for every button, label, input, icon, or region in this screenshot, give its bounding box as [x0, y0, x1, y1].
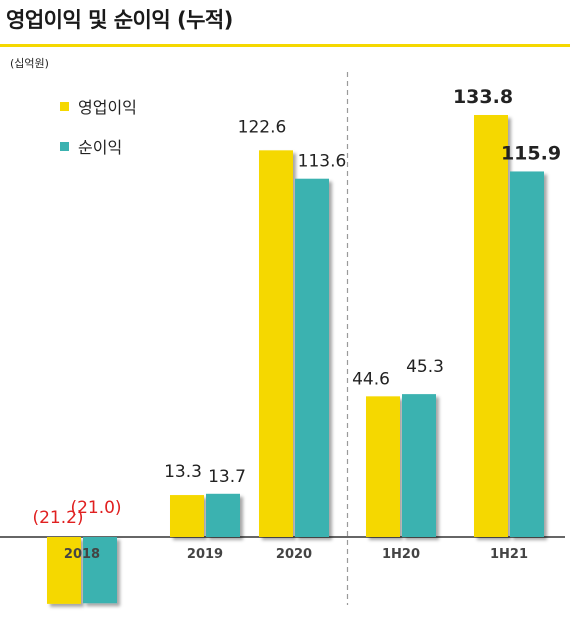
- legend-item-net: 순이익: [60, 134, 122, 158]
- bar-operating-1h20: [366, 396, 400, 537]
- chart-title: 영업이익 및 순이익 (누적): [6, 8, 233, 32]
- data-label-operating-1h20: 44.6: [352, 369, 390, 389]
- data-label-operating-2018: (21.2): [32, 508, 83, 528]
- data-label-operating-2019: 13.3: [164, 462, 202, 482]
- unit-label: (십억원): [10, 57, 49, 70]
- data-label-net-1h21: 115.9: [501, 142, 561, 164]
- category-label-2019: 2019: [187, 547, 223, 562]
- data-label-net-2019: 13.7: [208, 467, 246, 487]
- category-label-1h21: 1H21: [490, 547, 528, 562]
- bar-operating-1h21: [474, 115, 508, 537]
- data-label-operating-1h21: 133.8: [453, 86, 513, 108]
- title-underline: [0, 44, 570, 47]
- category-label-2018: 2018: [64, 547, 100, 562]
- bar-net-2018: [83, 537, 117, 604]
- legend-label-operating: 영업이익: [78, 98, 137, 117]
- data-label-net-2020: 113.6: [298, 152, 347, 172]
- legend-label-net: 순이익: [78, 138, 123, 157]
- bar-operating-2019: [170, 495, 204, 537]
- category-label-1h20: 1H20: [382, 547, 420, 562]
- data-label-net-2018: (21.0): [70, 498, 121, 518]
- data-label-net-1h20: 45.3: [406, 357, 444, 377]
- data-label-operating-2020: 122.6: [238, 117, 287, 137]
- bar-operating-2018: [47, 537, 81, 604]
- legend-item-operating: 영업이익: [60, 94, 137, 118]
- bar-net-2020: [295, 178, 329, 537]
- legend-swatch-operating: [60, 101, 69, 111]
- bar-net-1h20: [402, 394, 436, 537]
- legend-swatch-net: [60, 141, 69, 151]
- bar-net-2019: [206, 493, 240, 537]
- bar-operating-2020: [259, 150, 293, 537]
- bar-net-1h21: [510, 171, 544, 537]
- category-label-2020: 2020: [276, 547, 312, 562]
